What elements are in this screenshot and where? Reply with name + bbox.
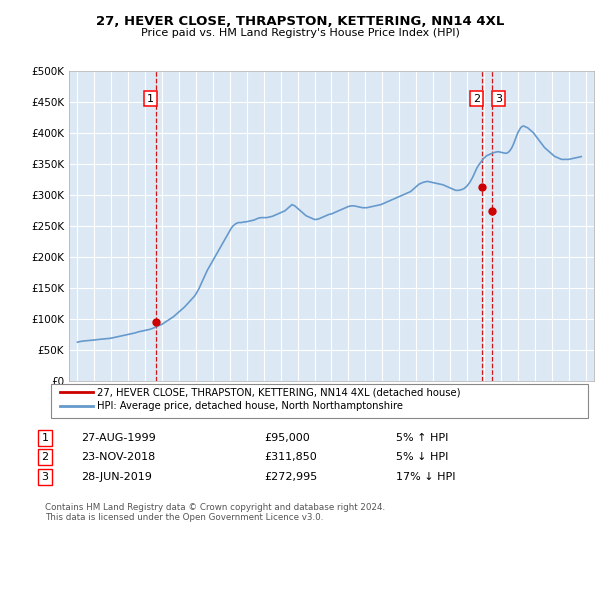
Text: Contains HM Land Registry data © Crown copyright and database right 2024.: Contains HM Land Registry data © Crown c… xyxy=(45,503,385,512)
Text: 2: 2 xyxy=(41,453,49,462)
Text: 1: 1 xyxy=(147,94,154,104)
Text: 3: 3 xyxy=(41,472,49,481)
Text: 3: 3 xyxy=(495,94,502,104)
Text: 2: 2 xyxy=(473,94,480,104)
Text: 5% ↓ HPI: 5% ↓ HPI xyxy=(396,453,448,462)
Text: 23-NOV-2018: 23-NOV-2018 xyxy=(81,453,155,462)
Point xyxy=(488,206,497,216)
Text: 27, HEVER CLOSE, THRAPSTON, KETTERING, NN14 4XL: 27, HEVER CLOSE, THRAPSTON, KETTERING, N… xyxy=(96,15,504,28)
Text: 1: 1 xyxy=(41,433,49,442)
Text: 5% ↑ HPI: 5% ↑ HPI xyxy=(396,433,448,442)
Text: Price paid vs. HM Land Registry's House Price Index (HPI): Price paid vs. HM Land Registry's House … xyxy=(140,28,460,38)
Point xyxy=(478,183,487,192)
Text: 17% ↓ HPI: 17% ↓ HPI xyxy=(396,472,455,481)
Text: 27-AUG-1999: 27-AUG-1999 xyxy=(81,433,156,442)
Text: £311,850: £311,850 xyxy=(264,453,317,462)
Text: £272,995: £272,995 xyxy=(264,472,317,481)
Text: £95,000: £95,000 xyxy=(264,433,310,442)
Text: HPI: Average price, detached house, North Northamptonshire: HPI: Average price, detached house, Nort… xyxy=(97,401,403,411)
Point xyxy=(151,317,161,326)
Text: 27, HEVER CLOSE, THRAPSTON, KETTERING, NN14 4XL (detached house): 27, HEVER CLOSE, THRAPSTON, KETTERING, N… xyxy=(97,388,461,397)
Text: This data is licensed under the Open Government Licence v3.0.: This data is licensed under the Open Gov… xyxy=(45,513,323,522)
Text: 28-JUN-2019: 28-JUN-2019 xyxy=(81,472,152,481)
